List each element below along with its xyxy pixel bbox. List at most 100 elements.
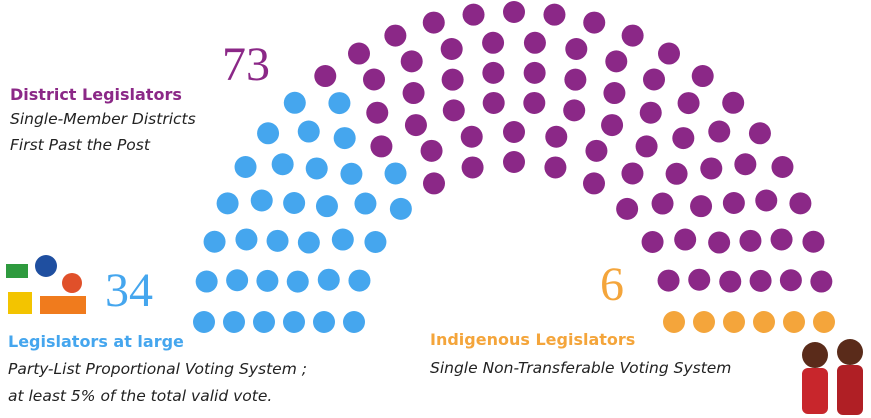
seat (420, 139, 443, 162)
seat (441, 68, 464, 91)
seat (603, 82, 626, 105)
group-name: District Legislators (10, 85, 182, 104)
seat (482, 31, 505, 54)
seat (283, 91, 306, 114)
seat (802, 230, 825, 253)
seat (691, 65, 714, 88)
seat (723, 311, 745, 333)
seat (665, 162, 688, 185)
seat (543, 3, 566, 26)
seat (658, 42, 680, 65)
seat (583, 11, 606, 34)
seat (601, 114, 624, 137)
seat (674, 228, 697, 251)
seat (366, 101, 389, 124)
seat (328, 92, 351, 115)
seat (779, 269, 802, 292)
seat (195, 270, 218, 293)
seat (639, 101, 662, 124)
seat (771, 156, 794, 178)
seat (440, 38, 463, 61)
seat (770, 228, 793, 251)
seat (253, 311, 275, 333)
seat (545, 125, 568, 148)
seat (503, 121, 525, 143)
seat (523, 91, 546, 114)
seat (739, 229, 762, 252)
seat (234, 156, 257, 178)
seat (442, 99, 465, 122)
seat (266, 229, 289, 252)
seat (460, 125, 483, 148)
seat (657, 269, 680, 292)
seat (286, 270, 309, 293)
seat (651, 192, 674, 215)
seat (643, 68, 665, 91)
seat (348, 42, 370, 65)
seat (305, 157, 328, 180)
seat (605, 50, 628, 73)
seat (544, 156, 567, 179)
seat (297, 231, 320, 254)
seat (621, 24, 644, 47)
seat-count: 34 (105, 264, 153, 317)
seat (257, 122, 280, 145)
group-note: Single-Member Districts (10, 110, 196, 128)
seat (203, 230, 226, 253)
seat (404, 114, 427, 137)
seat (223, 311, 245, 333)
group-note: at least 5% of the total valid vote. (8, 387, 272, 405)
seat (755, 189, 778, 212)
seat (564, 68, 587, 91)
seat (331, 228, 354, 251)
seat (749, 269, 772, 292)
seat (813, 311, 835, 333)
seat (340, 162, 363, 185)
seat (283, 192, 306, 215)
seat (635, 135, 658, 158)
seat (317, 268, 340, 291)
group-note: Single Non-Transferable Voting System (430, 359, 731, 377)
seat (193, 311, 215, 333)
seat (363, 68, 385, 91)
seat (708, 231, 731, 254)
seat (313, 311, 335, 333)
seat-count: 73 (222, 38, 270, 91)
seat (400, 50, 423, 73)
group-note: First Past the Post (10, 136, 151, 154)
seat (364, 231, 387, 253)
group-note: Party-List Proportional Voting System ; (8, 360, 307, 378)
seat (283, 311, 305, 333)
seat (783, 311, 805, 333)
seat (748, 122, 771, 145)
seat (734, 153, 757, 176)
seat (256, 269, 279, 292)
seat (693, 311, 715, 333)
seat (621, 162, 644, 185)
seat (348, 269, 371, 292)
seat (503, 151, 525, 173)
seat (700, 157, 723, 180)
seat (677, 92, 700, 115)
seat-count: 6 (600, 258, 624, 311)
seat (810, 270, 833, 293)
seat (250, 189, 273, 212)
seat (389, 197, 412, 220)
seat (563, 99, 586, 122)
seat (423, 172, 445, 195)
seat (297, 120, 320, 143)
seat (583, 172, 605, 195)
seat (462, 3, 485, 26)
seat (722, 91, 745, 114)
seat (565, 38, 588, 61)
seat (226, 269, 249, 292)
seat (688, 268, 711, 291)
seat (482, 61, 505, 84)
seat (315, 195, 338, 218)
seat (690, 195, 713, 218)
seat (333, 127, 356, 150)
seat (422, 11, 445, 34)
party-logos (6, 255, 86, 314)
seat (708, 120, 731, 143)
